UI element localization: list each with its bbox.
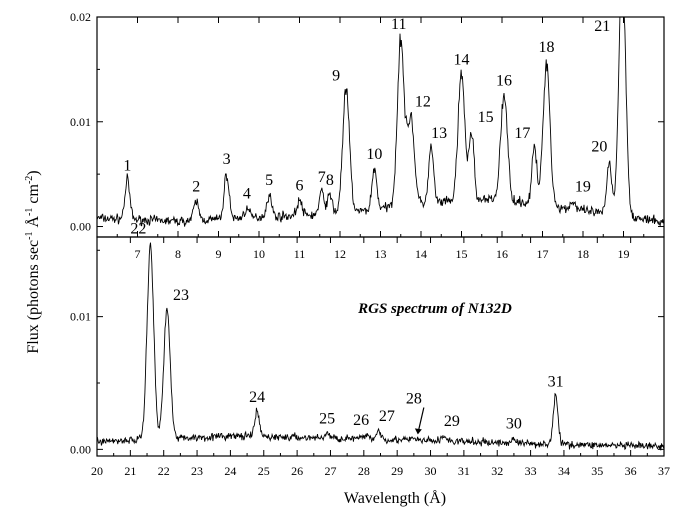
x-tick-label: 17 <box>537 247 549 261</box>
peak-label-10: 10 <box>366 146 382 163</box>
peak-label-21: 21 <box>594 18 610 35</box>
plot-frame-top <box>96 16 665 238</box>
x-tick-label: 9 <box>216 247 222 261</box>
x-tick-label: 23 <box>191 464 203 478</box>
y-tick-label: 0.02 <box>70 10 91 24</box>
y-tick-label: 0.00 <box>70 442 91 456</box>
x-tick-label: 13 <box>375 247 387 261</box>
x-tick-label: 24 <box>224 464 236 478</box>
peak-label-8: 8 <box>326 172 334 189</box>
x-tick-label: 21 <box>124 464 136 478</box>
x-tick-label: 29 <box>391 464 403 478</box>
peak-label-26: 26 <box>353 412 369 429</box>
peak-label-20: 20 <box>591 139 607 156</box>
x-tick-label: 28 <box>358 464 370 478</box>
x-tick-label: 26 <box>291 464 303 478</box>
peak-label-13: 13 <box>431 125 447 142</box>
spectrum-line-top <box>96 16 665 227</box>
x-tick-label: 20 <box>91 464 103 478</box>
x-tick-label: 37 <box>658 464 670 478</box>
peak-label-16: 16 <box>496 73 512 90</box>
peak-label-17: 17 <box>514 125 530 142</box>
x-tick-label: 30 <box>425 464 437 478</box>
peak-label-12: 12 <box>415 94 431 111</box>
peak-label-23: 23 <box>173 287 189 304</box>
x-tick-label: 15 <box>456 247 468 261</box>
x-tick-label: 31 <box>458 464 470 478</box>
x-tick-label: 18 <box>577 247 589 261</box>
peak-label-3: 3 <box>223 151 231 168</box>
x-tick-label: 16 <box>496 247 508 261</box>
y-tick-label: 0.01 <box>70 310 91 324</box>
x-tick-label: 36 <box>625 464 637 478</box>
peak-label-1: 1 <box>123 157 131 174</box>
x-tick-label: 7 <box>135 247 141 261</box>
peak-label-29: 29 <box>444 413 460 430</box>
peak-label-19: 19 <box>575 178 591 195</box>
x-tick-label: 11 <box>294 247 306 261</box>
spectrum-line-bottom <box>96 242 665 451</box>
x-tick-label: 22 <box>158 464 170 478</box>
x-tick-label: 27 <box>324 464 336 478</box>
peak-label-4: 4 <box>243 186 251 203</box>
x-tick-label: 12 <box>334 247 346 261</box>
y-tick-label: 0.00 <box>70 220 91 234</box>
panel-top: 7 8 9 10 11 12 13 14 15 16 17 18 190.000.010.0212345… <box>70 10 665 261</box>
arrow-head-28 <box>414 428 422 435</box>
y-tick-label: 0.01 <box>70 115 91 129</box>
x-tick-label: 34 <box>558 464 570 478</box>
x-tick-label: 25 <box>258 464 270 478</box>
x-tick-label: 35 <box>591 464 603 478</box>
peak-label-18: 18 <box>539 39 555 56</box>
peak-label-22: 22 <box>130 221 146 238</box>
peak-label-9: 9 <box>332 67 340 84</box>
x-tick-label: 8 <box>175 247 181 261</box>
peak-label-5: 5 <box>265 172 273 189</box>
inner-title: RGS spectrum of N132D <box>357 301 512 317</box>
peak-label-25: 25 <box>319 410 335 427</box>
peak-label-27: 27 <box>379 408 395 425</box>
panel-bottom: 20 21 22 23 24 25 26 27 28 29 30 31 32 33 34 35 36 37 0.00… <box>70 221 670 478</box>
peak-label-7: 7 <box>318 169 326 186</box>
x-axis-title: Wavelength (Å) <box>344 489 446 507</box>
x-tick-label: 33 <box>525 464 537 478</box>
peak-label-6: 6 <box>296 177 304 194</box>
peak-label-28: 28 <box>406 391 422 408</box>
x-tick-label: 10 <box>253 247 265 261</box>
peak-label-2: 2 <box>192 178 200 195</box>
peak-label-31: 31 <box>548 373 564 390</box>
peak-label-30: 30 <box>506 416 522 433</box>
peak-label-14: 14 <box>454 52 470 69</box>
y-axis-title: Flux (photons sec-1 Å-1 cm-2) <box>24 170 42 353</box>
peak-label-24: 24 <box>249 389 265 406</box>
x-tick-label: 14 <box>415 247 427 261</box>
peak-label-11: 11 <box>391 16 406 33</box>
x-tick-label: 19 <box>618 247 630 261</box>
x-tick-label: 32 <box>491 464 503 478</box>
peak-label-15: 15 <box>478 109 494 126</box>
